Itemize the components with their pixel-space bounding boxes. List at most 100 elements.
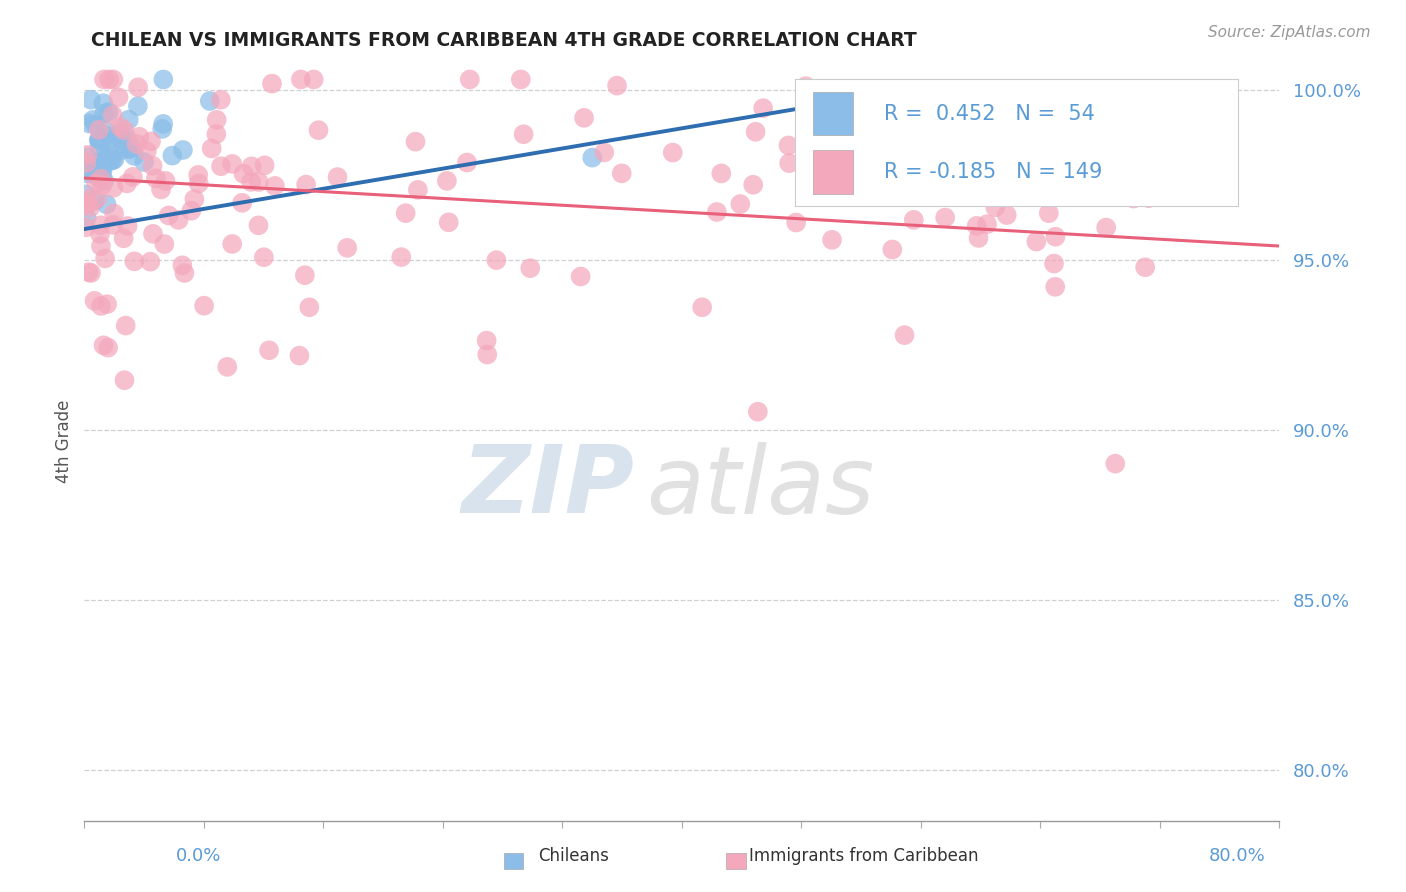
Point xyxy=(661,145,683,160)
Point xyxy=(1038,206,1060,220)
Point xyxy=(96,134,118,148)
Point xyxy=(201,141,224,155)
Text: Source: ZipAtlas.com: Source: ZipAtlas.com xyxy=(1208,25,1371,40)
Point xyxy=(593,145,616,160)
Point xyxy=(744,125,766,139)
Point xyxy=(198,94,221,108)
Point xyxy=(967,231,990,245)
Point xyxy=(880,110,903,124)
Point xyxy=(778,156,800,170)
Point xyxy=(128,129,150,144)
Point xyxy=(437,215,460,229)
Point xyxy=(155,174,177,188)
Point xyxy=(76,166,98,180)
Point xyxy=(172,143,194,157)
Text: ZIP: ZIP xyxy=(461,441,634,533)
Point xyxy=(475,334,498,348)
Point xyxy=(794,79,817,94)
Point xyxy=(145,171,167,186)
Point xyxy=(247,175,270,189)
Point xyxy=(118,142,141,156)
Point xyxy=(260,77,283,91)
Point xyxy=(910,139,932,153)
Point xyxy=(1122,192,1144,206)
Point xyxy=(193,299,215,313)
Point xyxy=(157,209,180,223)
Point xyxy=(389,250,412,264)
Point xyxy=(1025,235,1047,249)
Point xyxy=(1095,220,1118,235)
Point xyxy=(107,90,129,104)
Point xyxy=(75,187,97,202)
Point xyxy=(101,153,124,168)
Point xyxy=(690,300,713,314)
Point xyxy=(172,258,194,272)
Point xyxy=(477,347,499,361)
Point xyxy=(115,131,138,145)
Point xyxy=(124,254,146,268)
Point xyxy=(253,250,276,264)
Point xyxy=(209,93,232,107)
Point xyxy=(103,72,125,87)
Point xyxy=(101,108,124,122)
Point xyxy=(77,265,100,279)
Point xyxy=(127,99,149,113)
Point xyxy=(117,219,139,233)
Point xyxy=(217,359,239,374)
Point xyxy=(240,159,263,173)
Point xyxy=(485,253,508,268)
Point xyxy=(406,183,429,197)
Point xyxy=(804,186,827,200)
Point xyxy=(93,149,115,163)
Point xyxy=(91,163,114,178)
Point xyxy=(834,145,856,159)
FancyBboxPatch shape xyxy=(503,854,523,869)
Point xyxy=(121,140,143,154)
Point xyxy=(93,72,115,87)
Point xyxy=(115,140,138,154)
Point xyxy=(91,160,114,174)
Point xyxy=(93,338,115,352)
Point xyxy=(706,205,728,219)
Point xyxy=(90,239,112,253)
Point xyxy=(89,133,111,147)
Point xyxy=(75,197,97,211)
Point xyxy=(1104,457,1126,471)
Point xyxy=(77,116,100,130)
Point xyxy=(101,218,124,232)
Point xyxy=(302,72,325,87)
Point xyxy=(253,158,276,172)
Point xyxy=(75,195,97,210)
Point xyxy=(231,195,253,210)
Point xyxy=(519,261,541,276)
Point xyxy=(103,181,125,195)
Point xyxy=(80,93,103,107)
Point xyxy=(183,192,205,206)
Point xyxy=(89,227,111,241)
Point xyxy=(82,112,104,127)
Text: 80.0%: 80.0% xyxy=(1209,847,1265,865)
Point xyxy=(903,134,925,148)
Point xyxy=(778,138,800,153)
Point xyxy=(118,112,141,127)
Point xyxy=(89,219,111,233)
Point xyxy=(860,190,883,204)
Point xyxy=(747,405,769,419)
Point xyxy=(76,148,98,162)
Point xyxy=(336,241,359,255)
Point xyxy=(97,104,120,119)
Point xyxy=(326,169,349,184)
Point xyxy=(96,297,118,311)
Point xyxy=(82,166,104,180)
Point xyxy=(122,169,145,184)
Point xyxy=(142,227,165,241)
Point xyxy=(98,72,121,87)
Point xyxy=(110,131,132,145)
Point xyxy=(94,123,117,137)
Point xyxy=(96,151,118,165)
Point xyxy=(458,72,481,87)
Point xyxy=(730,197,752,211)
Point xyxy=(263,178,285,193)
Point xyxy=(83,293,105,308)
Point xyxy=(90,299,112,313)
